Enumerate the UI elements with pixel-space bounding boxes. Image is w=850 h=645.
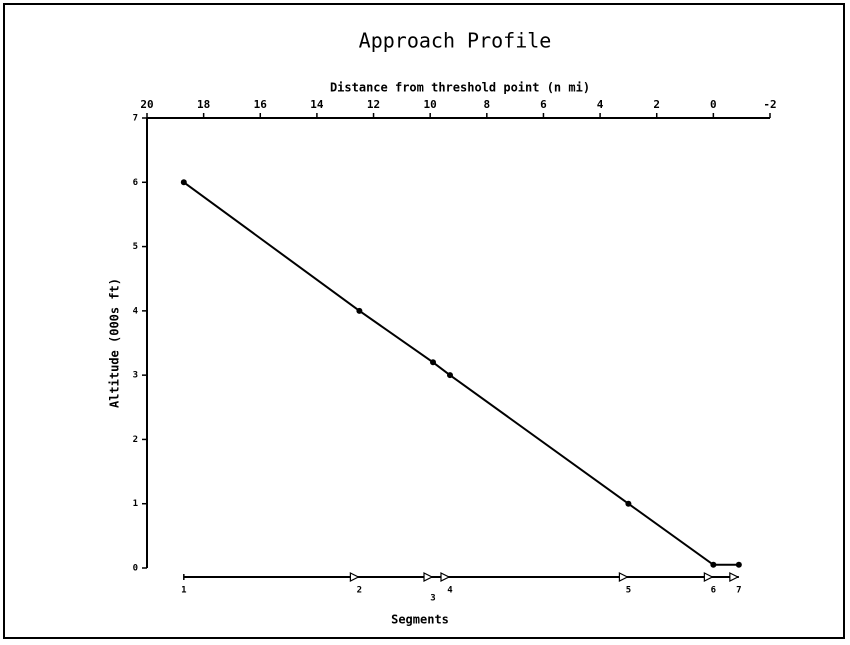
y-tick-label: 2	[133, 435, 138, 445]
x-tick-label: 18	[197, 98, 210, 111]
segment-marker	[618, 572, 629, 582]
x-tick-label: 12	[367, 98, 380, 111]
x-tick-label: 16	[254, 98, 268, 111]
profile-point	[710, 561, 717, 568]
y-tick-label: 0	[133, 564, 138, 574]
y-tick-label: 3	[133, 371, 138, 381]
segment-marker	[703, 572, 714, 582]
y-tick-label: 5	[133, 242, 138, 252]
segment-label: 4	[447, 586, 453, 596]
profile-point	[430, 359, 437, 366]
segment-label: 7	[736, 586, 741, 596]
segment-marker	[349, 572, 360, 582]
profile-point	[447, 372, 454, 379]
y-tick-label: 7	[133, 114, 138, 124]
segment-label: 6	[711, 586, 716, 596]
chart-title: Approach Profile	[359, 29, 552, 53]
x-tick-label: 6	[540, 98, 547, 111]
segment-label: 1	[181, 586, 186, 596]
x-axis-label: Distance from threshold point (n mi)	[330, 81, 590, 95]
x-tick-label: 14	[310, 98, 324, 111]
y-tick-label: 4	[133, 306, 139, 316]
segments-label: Segments	[391, 613, 449, 627]
x-tick-label: 4	[597, 98, 604, 111]
x-tick-label: 8	[484, 98, 491, 111]
profile-point	[625, 500, 632, 507]
frame	[3, 3, 845, 639]
x-tick-label: 2	[653, 98, 660, 111]
profile-point	[735, 561, 742, 568]
y-tick-label: 6	[133, 178, 138, 188]
segment-marker	[423, 572, 434, 582]
profile-point	[180, 179, 187, 186]
segment-label: 5	[626, 586, 631, 596]
segment-label: 2	[357, 586, 362, 596]
segment-marker	[729, 572, 740, 582]
segment-label: 3	[430, 594, 435, 604]
x-tick-label: 10	[424, 98, 437, 111]
y-axis-label: Altitude (000s ft)	[108, 278, 122, 408]
profile-point	[356, 307, 363, 314]
x-tick-label: 0	[710, 98, 717, 111]
x-tick-label: 20	[140, 98, 153, 111]
segment-marker	[440, 572, 451, 582]
x-tick-label: -2	[763, 98, 776, 111]
y-tick-label: 1	[133, 499, 138, 509]
profile-line	[183, 181, 739, 566]
